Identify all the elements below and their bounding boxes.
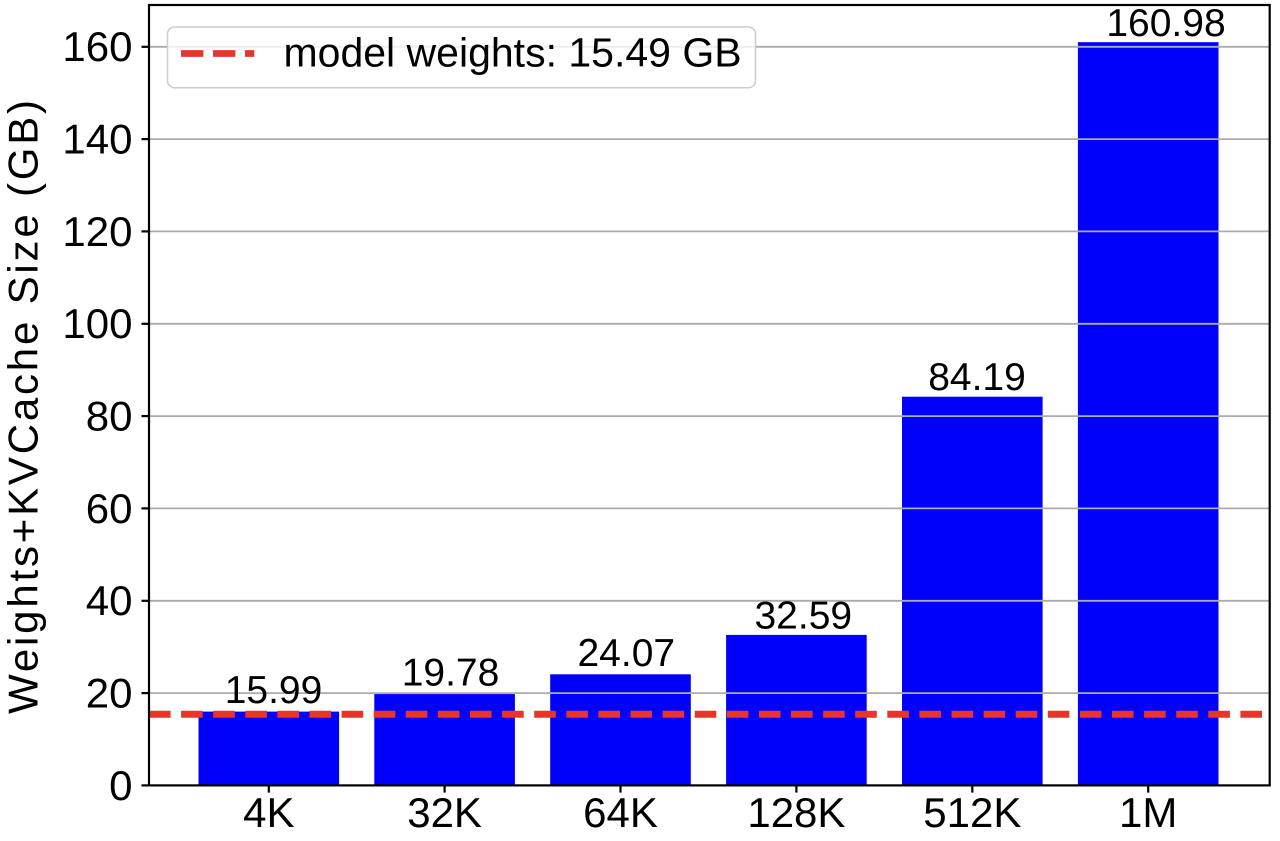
svg-text:32K: 32K — [407, 789, 482, 836]
svg-text:24.07: 24.07 — [577, 632, 675, 675]
svg-text:64K: 64K — [583, 789, 658, 836]
svg-text:80: 80 — [86, 393, 133, 440]
svg-text:84.19: 84.19 — [928, 356, 1026, 399]
svg-text:140: 140 — [62, 116, 132, 163]
svg-text:0: 0 — [109, 762, 132, 809]
svg-text:128K: 128K — [747, 789, 845, 836]
svg-text:model weights: 15.49 GB: model weights: 15.49 GB — [284, 29, 742, 75]
svg-text:100: 100 — [62, 300, 132, 347]
svg-text:Weights+KVCache Size (GB): Weights+KVCache Size (GB) — [0, 97, 47, 714]
svg-text:40: 40 — [86, 577, 133, 624]
svg-text:4K: 4K — [243, 789, 294, 836]
svg-text:120: 120 — [62, 208, 132, 255]
svg-text:19.78: 19.78 — [402, 652, 500, 695]
svg-text:1M: 1M — [1119, 789, 1177, 836]
svg-text:15.99: 15.99 — [225, 669, 323, 712]
svg-text:20: 20 — [86, 670, 133, 717]
svg-text:160.98: 160.98 — [1106, 2, 1225, 45]
svg-text:160: 160 — [62, 23, 132, 70]
svg-text:32.59: 32.59 — [754, 595, 852, 638]
svg-text:60: 60 — [86, 485, 133, 532]
svg-text:512K: 512K — [923, 789, 1021, 836]
